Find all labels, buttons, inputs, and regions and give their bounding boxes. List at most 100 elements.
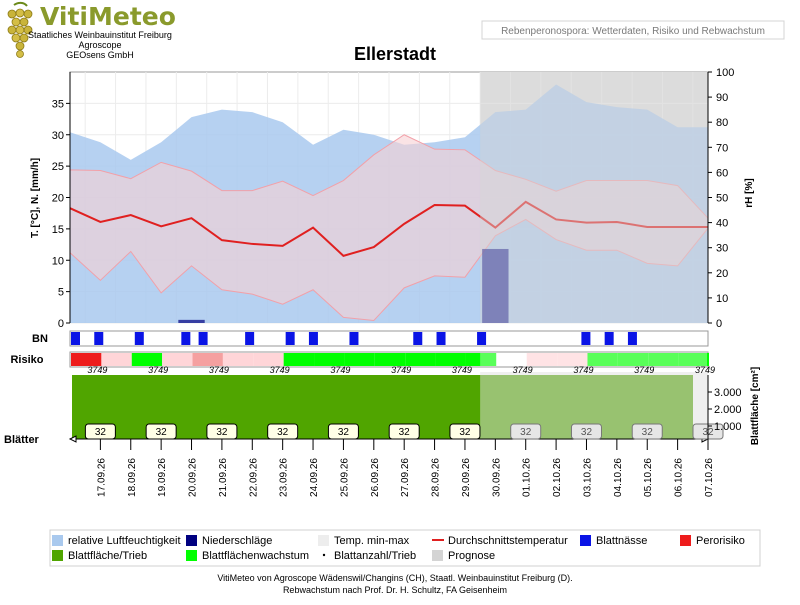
date-tick-label: 24.09.26 bbox=[309, 458, 320, 497]
legend-label: Prognose bbox=[448, 550, 495, 562]
leaf-area-value-labels: 3749 3749 3749 3749 3749 3749 3749 3749 3749 3749… bbox=[87, 365, 715, 375]
risk-cell bbox=[71, 353, 102, 366]
leaf-count-label: 32 bbox=[216, 427, 228, 438]
risk-cell bbox=[435, 353, 466, 366]
subtitle-box bbox=[481, 20, 785, 40]
risk-forecast-overlay bbox=[480, 353, 707, 366]
date-tick-label: 25.09.26 bbox=[339, 458, 350, 497]
leaf-area-value-label: 3749 bbox=[330, 365, 350, 375]
date-tick-label: 06.10.26 bbox=[674, 458, 685, 497]
date-tick-label: 19.09.26 bbox=[157, 458, 168, 497]
leaf-area-value-label: 3749 bbox=[513, 365, 533, 375]
date-tick-label: 04.10.26 bbox=[613, 458, 624, 497]
date-tick-label: 30.09.26 bbox=[491, 458, 502, 497]
right-tick-label: 10 bbox=[716, 293, 728, 305]
legend-label: Niederschläge bbox=[202, 535, 272, 547]
leaf-count-label: 32 bbox=[399, 427, 411, 438]
left-tick-label: 35 bbox=[52, 98, 64, 110]
risk-cell bbox=[465, 353, 497, 366]
date-tick-label: 21.09.26 bbox=[218, 458, 229, 497]
date-tick-label: 23.09.26 bbox=[279, 458, 290, 497]
risk-cell bbox=[283, 353, 315, 366]
date-axis: 17.09.26 18.09.26 19.09.26 20.09.26 21.09.26… bbox=[96, 439, 715, 497]
right-tick-label: 50 bbox=[716, 193, 728, 205]
leaf-wetness-cell bbox=[349, 332, 359, 345]
org-line-1: Staatliches Weinbauinstitut Freiburg bbox=[28, 30, 172, 40]
left-tick-label: 30 bbox=[52, 130, 64, 142]
risk-cell bbox=[131, 353, 163, 366]
right-axis-ticks: 0 10 20 30 40 50 60 70 80 90 100 bbox=[708, 67, 734, 330]
wetness-icon bbox=[580, 535, 591, 546]
left-tick-label: 0 bbox=[58, 318, 64, 330]
risk-cell bbox=[405, 353, 436, 366]
leaf-count-label: 32 bbox=[581, 427, 593, 438]
legend-label: relative Luftfeuchtigkeit bbox=[68, 535, 181, 547]
date-tick-label: 20.09.26 bbox=[188, 458, 199, 497]
risk-cell bbox=[526, 353, 558, 366]
leaf-wetness-cell bbox=[581, 332, 591, 345]
leaf-wetness-cell bbox=[71, 332, 80, 345]
temp-range-icon bbox=[318, 535, 329, 546]
legend-label: Blattanzahl/Trieb bbox=[334, 550, 416, 562]
right-tick-label: 80 bbox=[716, 117, 728, 129]
risk-cell bbox=[253, 353, 284, 366]
date-tick-label: 03.10.26 bbox=[582, 458, 593, 497]
leaf-wetness-cell bbox=[198, 332, 208, 345]
left-axis-ticks: 0 5 10 15 20 25 30 35 bbox=[52, 98, 70, 330]
leaf-wetness-cell bbox=[627, 332, 637, 345]
leaf-wetness-cell bbox=[477, 332, 487, 345]
risk-cell bbox=[496, 353, 527, 366]
leaf-area-value-label: 3749 bbox=[695, 365, 715, 375]
risk-cell bbox=[587, 353, 618, 366]
legend-label: Blattflächenwachstum bbox=[202, 550, 309, 562]
leaf-area-value-label: 3749 bbox=[573, 365, 593, 375]
leaf-count-label: 32 bbox=[277, 427, 289, 438]
humidity-icon bbox=[52, 535, 63, 546]
legend: relative Luftfeuchtigkeit Niederschläge Te… bbox=[49, 529, 761, 567]
date-tick-label: 26.09.26 bbox=[370, 458, 381, 497]
date-tick-label: 22.09.26 bbox=[248, 458, 259, 497]
leaf-area-value-label: 3749 bbox=[270, 365, 290, 375]
legend-label: Durchschnittstemperatur bbox=[448, 535, 568, 547]
right-tick-label: 0 bbox=[716, 318, 722, 330]
right-tick-label: 60 bbox=[716, 167, 728, 179]
risk-cell bbox=[557, 353, 588, 366]
right-tick-label: 70 bbox=[716, 142, 728, 154]
legend-label: Blattnässe bbox=[596, 535, 647, 547]
risk-cell bbox=[374, 353, 406, 366]
temp-avg-line bbox=[69, 200, 708, 257]
leaf-count-label: 32 bbox=[95, 427, 107, 438]
growth-icon bbox=[186, 550, 197, 561]
legend-label: Blattfläche/Trieb bbox=[68, 550, 147, 562]
chart-subtitle: Rebenperonospora: Wetterdaten, Risiko un… bbox=[501, 26, 765, 37]
risk-cell bbox=[101, 353, 132, 366]
precipitation-bar bbox=[178, 319, 205, 323]
precip-icon bbox=[186, 535, 197, 546]
footer-line-1: VitiMeteo von Agroscope Wädenswil/Changi… bbox=[217, 573, 572, 583]
left-tick-label: 20 bbox=[52, 193, 64, 205]
risk-cell bbox=[314, 353, 345, 366]
date-tick-label: 07.10.26 bbox=[704, 458, 715, 497]
risk-cell bbox=[648, 353, 679, 366]
left-tick-label: 25 bbox=[52, 161, 64, 173]
leaf-area-value-label: 3749 bbox=[209, 365, 229, 375]
leaf-wetness-cell bbox=[308, 332, 318, 345]
leaf-count-label: 32 bbox=[459, 427, 471, 438]
leaf-wetness-cell bbox=[413, 332, 423, 345]
leaf-count-label: 32 bbox=[642, 427, 654, 438]
precipitation-bars bbox=[178, 248, 509, 323]
risk-row-label: Risiko bbox=[10, 354, 43, 366]
chart-title: Ellerstadt bbox=[354, 44, 436, 64]
left-tick-label: 15 bbox=[52, 224, 64, 236]
forecast-overlay bbox=[480, 72, 708, 323]
right-tick-label: 100 bbox=[716, 67, 734, 79]
leaf-area-tick-label: 1.000 bbox=[714, 421, 742, 433]
leaf-area-value-label: 3749 bbox=[391, 365, 411, 375]
right-axis-label: rH [%] bbox=[744, 178, 755, 207]
leaf-wetness-cells bbox=[71, 332, 637, 345]
left-tick-label: 10 bbox=[52, 255, 64, 267]
leaf-area-tick-label: 2.000 bbox=[714, 404, 742, 416]
blaetter-row-label: Blätter bbox=[4, 434, 40, 446]
risk-icon bbox=[680, 535, 691, 546]
